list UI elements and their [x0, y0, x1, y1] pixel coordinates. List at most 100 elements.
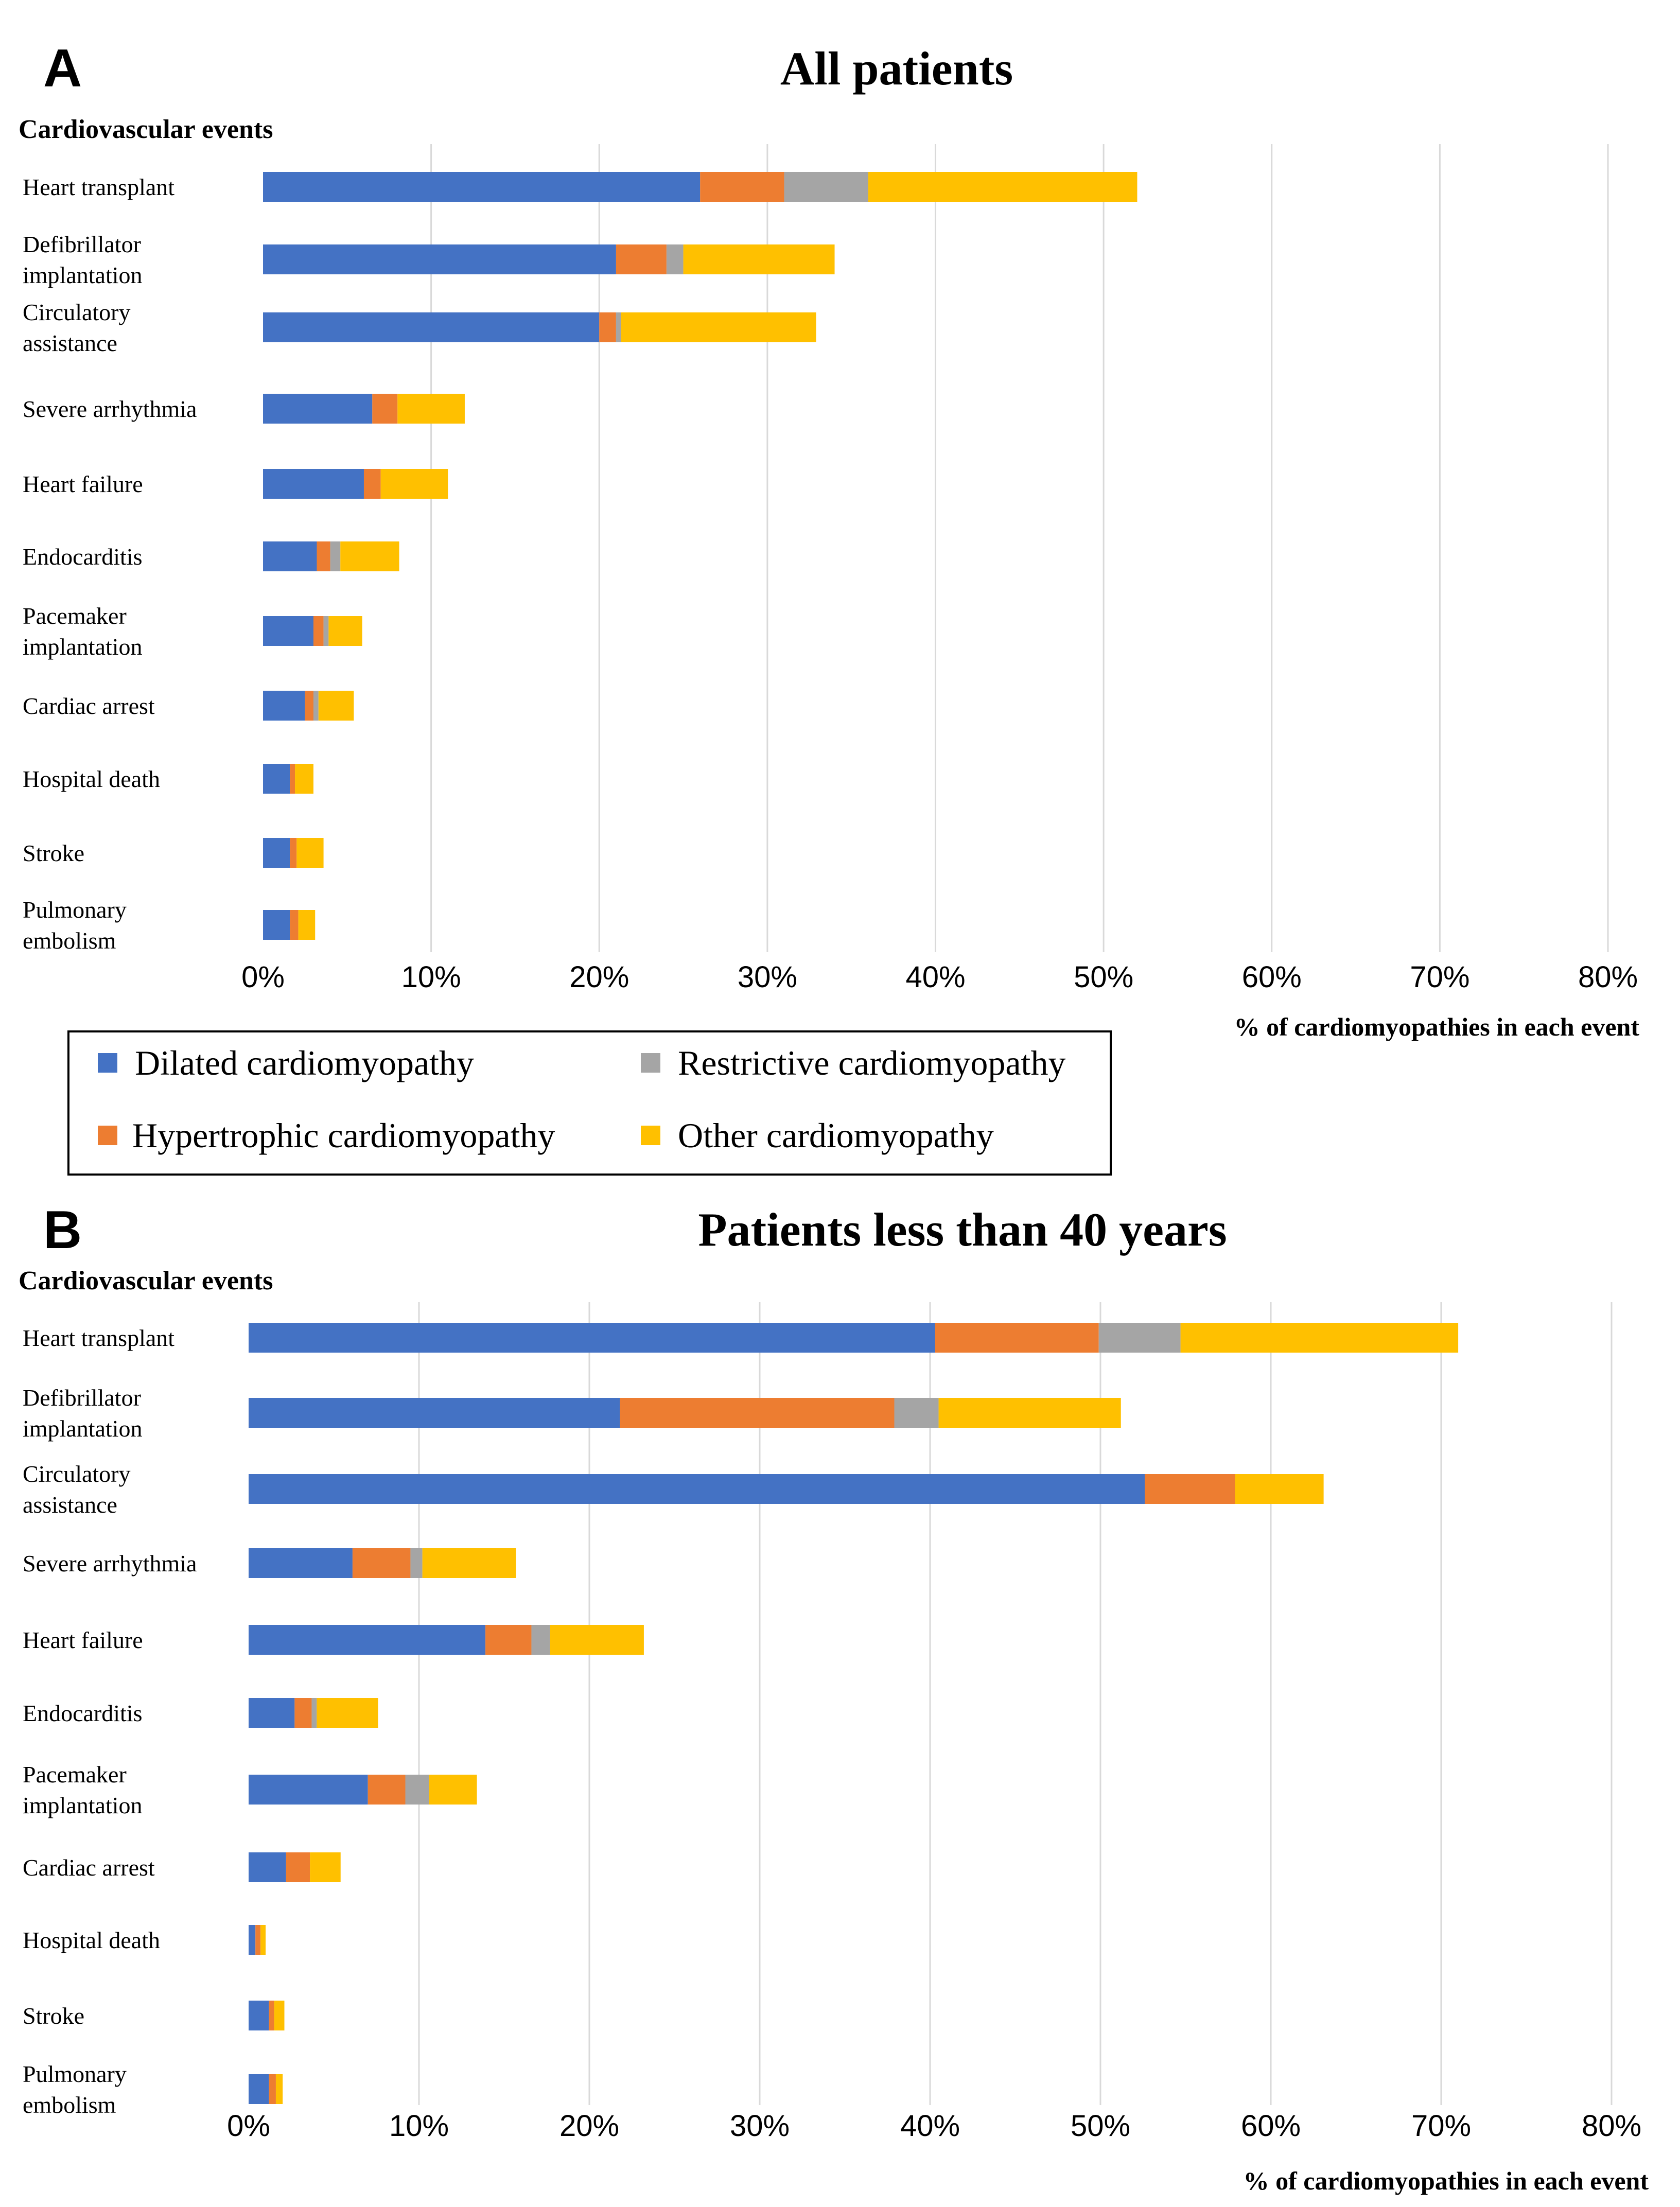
panel-b-bar-restrictive: [1098, 1323, 1181, 1353]
panel-b-bar-dilated: [249, 1925, 256, 1955]
panel-b-category-label: Severe arrhythmia: [23, 1550, 197, 1577]
panel-a-bar-dilated: [263, 394, 373, 424]
panel-b-letter: B: [43, 1200, 82, 1260]
legend-swatch-other: [641, 1126, 660, 1145]
panel-a-x-tick-label: 40%: [905, 960, 965, 994]
panel-b-bar-dilated: [249, 1323, 935, 1353]
panel-b-bar-dilated: [249, 1698, 295, 1728]
panel-b-bar-other: [938, 1398, 1121, 1428]
panel-b-bar-other: [1235, 1474, 1324, 1504]
panel-b-bar-other: [317, 1698, 378, 1728]
panel-b-x-tick-label: 60%: [1241, 2109, 1301, 2143]
panel-a-title: All patients: [780, 42, 1013, 95]
panel-a-bar-restrictive: [784, 172, 868, 202]
panel-b-bar-dilated: [249, 2074, 269, 2104]
panel-b-bar-restrictive: [311, 1698, 317, 1728]
panel-a-bar-restrictive: [666, 244, 684, 274]
legend-swatch-hypertrophic: [98, 1126, 117, 1145]
panel-a-y-axis-title: Cardiovascular events: [19, 115, 273, 144]
legend-frame: [67, 1030, 1112, 1176]
panel-a-bar-other: [296, 838, 324, 868]
panel-b-category-label: Pacemaker implantation: [23, 1761, 143, 1818]
panel-b-title: Patients less than 40 years: [698, 1203, 1227, 1256]
panel-b-chart: 0% 10% 20% 30% 40% 50% 60% 70% 80% Heart transpla…: [23, 1302, 1641, 2143]
panel-a-bar-dilated: [263, 469, 364, 499]
panel-b-bar-dilated: [249, 1852, 286, 1882]
panel-a-bar-hypertrophic: [290, 764, 295, 794]
panel-a-bar-dilated: [263, 910, 290, 940]
panel-a-x-tick-label: 50%: [1074, 960, 1133, 994]
panel-b-bar-other: [550, 1625, 644, 1655]
panel-b-category-label: Heart failure: [23, 1627, 143, 1653]
panel-b-category-label: Circulatory assistance: [23, 1461, 131, 1518]
panel-a-category-label: Defibrillator implantation: [23, 231, 143, 288]
panel-b-bar-hypertrophic: [286, 1852, 310, 1882]
panel-b-bar-restrictive: [894, 1398, 939, 1428]
panel-b-x-tick-label: 30%: [730, 2109, 790, 2143]
panel-b-category-label: Endocarditis: [23, 1700, 143, 1726]
panel-b-y-axis-title: Cardiovascular events: [19, 1266, 273, 1295]
panel-a-bar-hypertrophic: [305, 691, 313, 721]
panel-b-x-tick-label: 70%: [1411, 2109, 1471, 2143]
panel-a-category-label: Heart transplant: [23, 174, 174, 200]
panel-b-bar-other: [429, 1775, 477, 1805]
panel-a-bar-other: [621, 312, 816, 342]
panel-b-category-label: Defibrillator implantation: [23, 1385, 143, 1442]
panel-b-bar-restrictive: [405, 1775, 429, 1805]
panel-a-bar-other: [298, 910, 316, 940]
panel-a-x-tick-label: 10%: [401, 960, 461, 994]
panel-b-category-label: Stroke: [23, 2003, 84, 2029]
panel-b-x-tick-label: 20%: [559, 2109, 619, 2143]
panel-a-x-tick-label: 60%: [1242, 960, 1302, 994]
panel-b-bar-dilated: [249, 2001, 269, 2030]
panel-b-x-tick-label: 10%: [389, 2109, 449, 2143]
panel-a-bar-hypertrophic: [700, 172, 784, 202]
panel-a-bar-restrictive: [616, 312, 621, 342]
panel-b-bar-hypertrophic: [255, 1925, 261, 1955]
legend-label-restrictive: Restrictive cardiomyopathy: [678, 1043, 1065, 1082]
panel-b-bar-other: [275, 2074, 283, 2104]
panel-b-x-axis-title: % of cardiomyopathies in each event: [1244, 2166, 1649, 2195]
panel-b-bar-hypertrophic: [269, 2074, 276, 2104]
panel-a-bar-dilated: [263, 838, 290, 868]
panel-a-bar-hypertrophic: [290, 838, 297, 868]
panel-a-x-tick-label: 80%: [1578, 960, 1638, 994]
panel-a-bar-dilated: [263, 244, 616, 274]
panel-b-bar-dilated: [249, 1775, 368, 1805]
panel-b-bar-hypertrophic: [1145, 1474, 1235, 1504]
panel-b-bar-dilated: [249, 1548, 353, 1578]
panel-a-bar-hypertrophic: [599, 312, 616, 342]
legend-swatch-restrictive: [641, 1053, 660, 1073]
legend: Dilated cardiomyopathy Restrictive cardi…: [67, 1030, 1112, 1176]
panel-b-bar-restrictive: [531, 1625, 550, 1655]
legend-swatch-dilated: [98, 1053, 117, 1073]
panel-b-bar-other: [1180, 1323, 1459, 1353]
legend-label-hypertrophic: Hypertrophic cardiomyopathy: [132, 1116, 555, 1155]
panel-b-bar-dilated: [249, 1474, 1145, 1504]
panel-b-bar-hypertrophic: [352, 1548, 411, 1578]
panel-a-bar-restrictive: [330, 541, 341, 571]
legend-label-dilated: Dilated cardiomyopathy: [135, 1043, 474, 1082]
panel-a-bar-dilated: [263, 691, 305, 721]
panel-a-category-label: Pulmonary embolism: [23, 897, 127, 954]
panel-b-category-label: Pulmonary embolism: [23, 2061, 127, 2118]
panel-a-category-label: Severe arrhythmia: [23, 396, 197, 422]
panel-b-bar-restrictive: [410, 1548, 423, 1578]
panel-a-bar-dilated: [263, 764, 290, 794]
panel-b-bar-hypertrophic: [485, 1625, 532, 1655]
panel-b-bar-hypertrophic: [935, 1323, 1099, 1353]
panel-a-category-label: Hospital death: [23, 766, 160, 792]
panel-a-bar-hypertrophic: [363, 469, 381, 499]
panel-a-x-tick-label: 20%: [569, 960, 629, 994]
panel-a-bar-hypertrophic: [616, 244, 667, 274]
panel-a-category-label: Circulatory assistance: [23, 299, 131, 356]
panel-b-bar-hypertrophic: [269, 2001, 274, 2030]
legend-label-other: Other cardiomyopathy: [678, 1116, 994, 1155]
panel-b-bar-dilated: [249, 1625, 486, 1655]
panel-b-bar-other: [422, 1548, 516, 1578]
panel-b-category-label: Cardiac arrest: [23, 1854, 155, 1881]
panel-a-bar-other: [683, 244, 835, 274]
panel-a-bar-dilated: [263, 541, 317, 571]
